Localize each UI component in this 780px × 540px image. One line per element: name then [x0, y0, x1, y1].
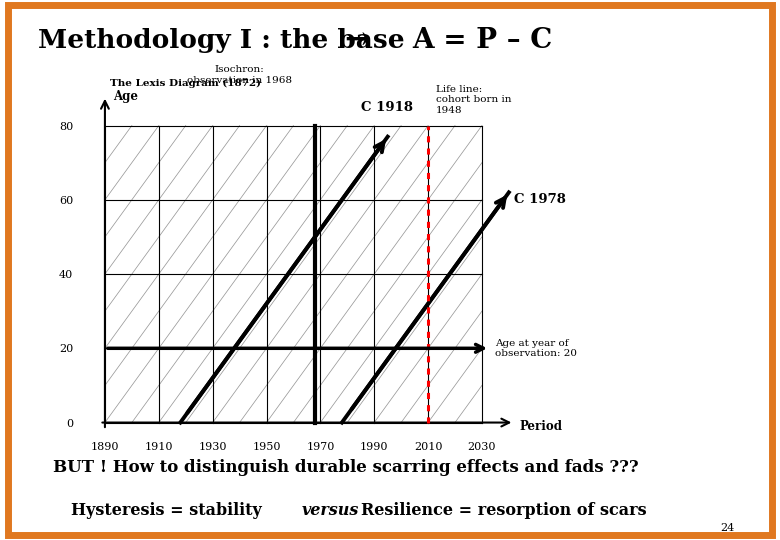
Text: BUT ! How to distinguish durable scarring effects and fads ???: BUT ! How to distinguish durable scarrin…: [53, 458, 638, 476]
Text: versus: versus: [302, 502, 360, 519]
Text: Resilience = resorption of scars: Resilience = resorption of scars: [360, 502, 647, 519]
Text: 24: 24: [721, 523, 735, 533]
Text: →: →: [344, 25, 370, 56]
Text: C 1918: C 1918: [360, 102, 413, 114]
Text: Methodology I : the base: Methodology I : the base: [38, 28, 414, 53]
Text: Period: Period: [519, 420, 562, 433]
Text: A = P – C: A = P – C: [412, 27, 552, 54]
Text: C 1978: C 1978: [514, 193, 566, 206]
Text: The Lexis Diagram (1872): The Lexis Diagram (1872): [110, 79, 261, 89]
Text: Hysteresis = stability: Hysteresis = stability: [71, 502, 262, 519]
Text: Age at year of
observation: 20: Age at year of observation: 20: [495, 339, 577, 358]
Text: Life line:
cohort born in
1948: Life line: cohort born in 1948: [436, 85, 512, 114]
Text: Isochron:
observation in 1968: Isochron: observation in 1968: [187, 65, 292, 85]
Text: Age: Age: [113, 90, 138, 103]
